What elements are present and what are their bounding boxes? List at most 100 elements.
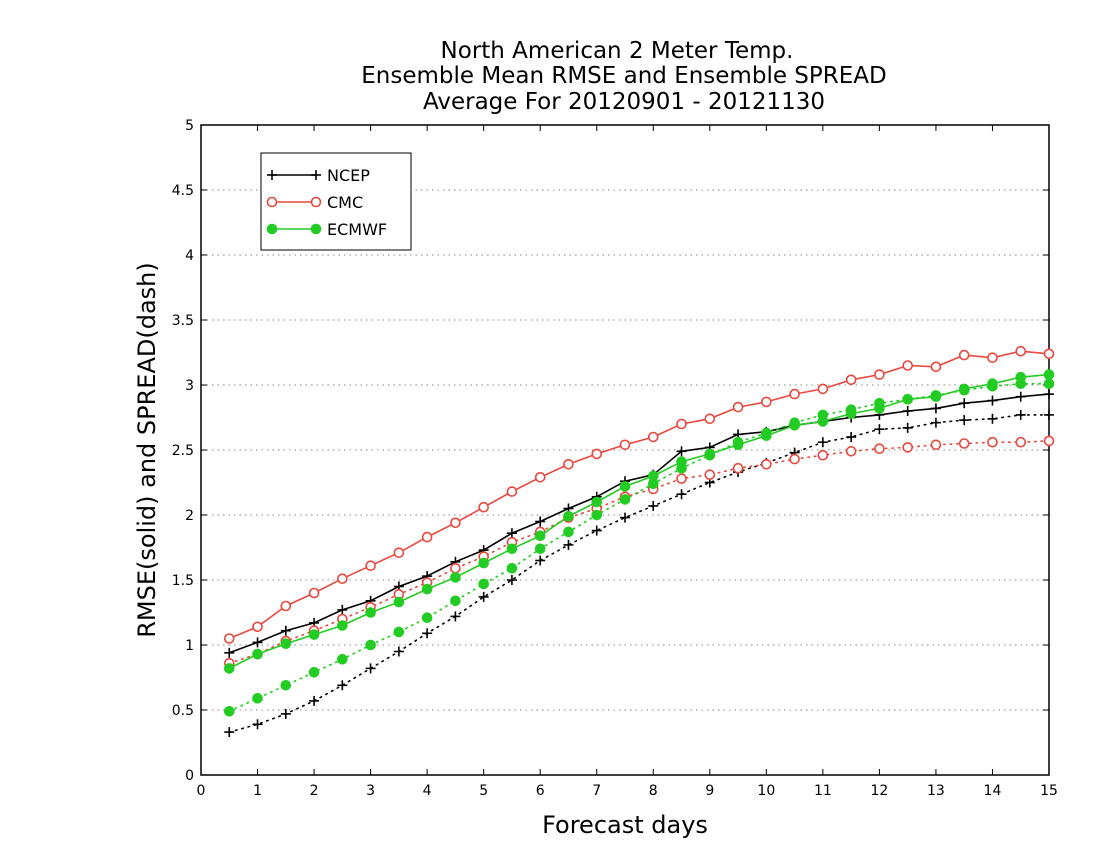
series-ecmwf-rmse-point	[761, 430, 772, 442]
series-ecmwf-spread-point	[563, 526, 574, 538]
series-ecmwf-rmse-point	[1043, 369, 1055, 380]
y-tick-label: 5	[185, 118, 194, 134]
series-cmc-rmse-point	[732, 401, 744, 413]
series-ecmwf-spread-point	[619, 494, 631, 505]
legend-ecmwf-marker-right	[310, 223, 322, 235]
x-tick-label: 3	[366, 783, 375, 799]
series-cmc-rmse-point	[874, 369, 885, 380]
series-ncep-spread-point	[535, 555, 546, 566]
series-ncep-spread-point	[591, 525, 602, 536]
legend-ncep-marker-left	[267, 170, 277, 180]
y-tick-label: 2	[185, 508, 194, 524]
series-ncep-spread-point	[393, 646, 404, 657]
series-cmc-rmse-point	[506, 486, 518, 497]
series-ncep-rmse-point	[280, 625, 291, 636]
series-cmc-rmse-point	[761, 396, 772, 408]
series-cmc-rmse-point	[308, 587, 320, 599]
series-ecmwf-rmse-point	[902, 394, 913, 405]
series-ecmwf-rmse-point	[563, 511, 574, 522]
series-cmc-rmse-point	[478, 501, 489, 513]
series-cmc-rmse-point	[280, 600, 292, 612]
series-ecmwf-rmse-point	[958, 383, 970, 395]
series-ecmwf-rmse-point	[450, 572, 461, 583]
series-cmc-spread-point	[874, 443, 885, 455]
chart-title-line-1: North American 2 Meter Temp.	[441, 38, 794, 64]
series-ncep-spread-point	[930, 417, 941, 428]
series-ncep-spread-point	[478, 591, 489, 602]
x-tick-label: 5	[479, 783, 488, 799]
series-ncep-spread-point	[280, 708, 291, 719]
series-ecmwf-spread-point	[1043, 378, 1055, 390]
series-cmc-spread-point	[789, 453, 800, 465]
chart-title-line-3: Average For 20120901 - 20121130	[423, 89, 825, 115]
series-cmc-rmse-point	[845, 374, 857, 386]
legend-ecmwf-marker-left	[266, 223, 278, 235]
series-cmc-rmse-point	[393, 547, 405, 559]
x-tick-label: 8	[649, 783, 658, 799]
x-tick-label: 15	[1040, 783, 1058, 799]
series-cmc-rmse-point	[563, 458, 574, 470]
x-tick-label: 4	[423, 783, 432, 799]
series-ncep-spread-point	[563, 539, 574, 550]
series-ncep-rmse-point	[930, 403, 941, 414]
series-ecmwf-rmse-point	[845, 408, 857, 419]
series-group	[223, 345, 1055, 738]
series-ncep-rmse-point	[535, 516, 546, 527]
x-tick-label: 2	[310, 783, 319, 799]
x-tick-label: 12	[870, 783, 888, 799]
series-ecmwf-rmse-point	[506, 543, 518, 555]
y-tick-label: 3.5	[172, 313, 194, 329]
series-ncep-rmse-point	[506, 528, 517, 539]
series-ecmwf-spread-point	[506, 563, 518, 574]
x-tick-label: 10	[757, 783, 775, 799]
series-ncep-spread-point	[309, 695, 320, 706]
legend-ncep-marker-right	[311, 170, 321, 180]
y-tick-label: 1	[185, 638, 194, 654]
series-ecmwf-rmse-point	[1015, 371, 1027, 383]
series-ecmwf-rmse-point	[704, 448, 716, 460]
series-cmc-spread-point	[817, 449, 829, 461]
series-ncep-spread-point	[1044, 409, 1054, 420]
series-ecmwf-rmse-point	[874, 403, 885, 414]
series-ncep-rmse-point	[252, 637, 263, 648]
series-ecmwf-rmse-point	[280, 638, 292, 650]
series-cmc-rmse-point	[365, 560, 376, 572]
legend-cmc-marker-right	[310, 196, 322, 208]
series-cmc-spread-point	[930, 439, 942, 451]
series-ecmwf-rmse-point	[365, 607, 376, 618]
series-ncep-spread-point	[224, 727, 235, 738]
series-cmc-rmse-point	[534, 471, 546, 483]
series-ecmwf-spread-line	[228, 382, 1050, 713]
series-ecmwf-rmse-point	[647, 470, 659, 482]
chart-title-line-2: Ensemble Mean RMSE and Ensemble SPREAD	[361, 63, 886, 89]
y-tick-label: 1.5	[172, 573, 194, 589]
y-tick-label: 0.5	[172, 703, 194, 719]
legend-cmc-label: CMC	[327, 193, 363, 212]
series-ncep-rmse-point	[676, 446, 687, 457]
series-cmc-rmse-point	[817, 383, 829, 395]
series-cmc-spread-point	[845, 445, 857, 457]
series-ncep-spread-point	[959, 415, 970, 426]
series-ecmwf-rmse-point	[817, 416, 829, 427]
series-cmc-rmse-point	[252, 621, 263, 633]
series-cmc-spread-point	[704, 469, 716, 481]
series-cmc-spread-point	[1043, 435, 1055, 447]
series-cmc-spread-point	[450, 562, 461, 574]
series-cmc-rmse-point	[619, 439, 631, 451]
series-cmc-spread-point	[732, 462, 744, 474]
y-axis-label: RMSE(solid) and SPREAD(dash)	[133, 262, 161, 638]
series-ecmwf-rmse-point	[987, 378, 998, 390]
series-ecmwf-spread-point	[308, 667, 320, 678]
y-tick-label: 2.5	[172, 443, 194, 459]
series-cmc-spread-point	[676, 473, 687, 484]
series-ecmwf-rmse-line	[228, 373, 1050, 670]
series-ecmwf-rmse-point	[393, 596, 405, 608]
series-cmc-rmse-point	[1043, 348, 1055, 360]
series-ncep-rmse-line	[229, 393, 1050, 654]
series-ecmwf-spread-point	[591, 509, 603, 521]
series-ecmwf-rmse-point	[930, 391, 942, 403]
series-cmc-rmse-point	[591, 448, 603, 460]
legend: NCEP CMC ECMWF	[260, 152, 412, 251]
series-cmc-spread-point	[761, 458, 772, 470]
